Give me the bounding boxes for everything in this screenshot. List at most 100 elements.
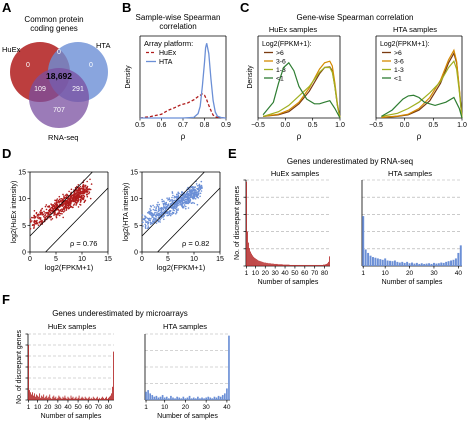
bar [85,397,87,400]
bar [105,397,106,400]
d-scatter-point [72,196,75,198]
d-scatter-point [193,191,195,194]
d-scatter-point [184,195,186,197]
d-scatter-point [33,227,35,229]
d-scatter-point [68,207,70,209]
d-scatter-point [29,228,32,230]
bar [81,396,83,400]
x-tick-label: 0.0 [280,122,290,129]
bar [151,395,154,400]
d-scatter-point [71,194,74,196]
d-scatter-point [79,188,81,191]
bar [369,255,372,266]
b-legend-label-hta: HTA [159,59,173,66]
bar [376,258,379,266]
bar [88,396,90,400]
bar [306,264,308,266]
d-scatter-point [158,207,160,209]
d-scatter-point [161,209,163,212]
d-scatter-point [63,210,66,212]
d-scatter-point [172,209,174,211]
d-scatter-point [65,202,67,205]
d-scatter-point [35,222,37,225]
x-tick-label: 1.0 [457,122,467,129]
bar [250,251,251,266]
venn-title-line1: Common protein [24,15,83,24]
d-scatter-point [66,193,68,196]
f-huex-plot-area: 1 10 20 30 40 50 60 70 80 No. of discrepant genes… [16,330,114,420]
x-axis-label: Number of samples [382,279,443,286]
d-scatter-point [88,191,91,193]
bar [57,397,59,400]
d-scatter-point [200,180,203,183]
d-scatter-point [84,199,87,202]
d-scatter-point [83,195,86,198]
e-title: Genes underestimated by RNA-seq [287,157,413,166]
d-scatter-point [32,223,34,226]
d-scatter-point [158,213,161,215]
bar [38,396,40,400]
d-scatter-point [156,211,158,214]
y-tick-label: 5 [22,223,26,230]
d-scatter-point [192,186,195,188]
d-scatter-point [64,194,67,196]
bar [86,398,88,400]
d-scatter-point [148,217,151,220]
bar [93,397,95,400]
d-scatter-point [200,190,203,192]
d-scatter-point [187,202,190,205]
d-scatter-point [34,219,36,222]
bar [425,263,428,266]
bar [190,398,193,400]
d-scatter-point [193,202,196,205]
d-scatter-point [166,214,168,217]
d-scatter-point [190,202,193,204]
bar [288,264,290,266]
d-scatter-point [166,204,169,207]
bar [73,398,75,400]
bar [207,396,210,400]
bar [289,264,291,266]
bar [381,259,384,266]
d-scatter-point [87,190,89,192]
bar [110,395,111,400]
d-scatter-point [181,200,184,203]
d-scatter-point [89,178,91,181]
bar [101,396,103,400]
d-scatter-point [173,197,175,199]
d-scatter-point [61,210,64,212]
d-scatter-point [181,191,183,193]
d-scatter-point [200,184,203,187]
d-scatter-point [58,198,61,201]
d-scatter-point [36,214,39,216]
d-scatter-point [144,226,147,228]
c-legend-label: <1 [394,76,402,83]
bar [165,396,168,400]
d-scatter-point [78,192,81,195]
bar [437,263,440,266]
d-scatter-point [191,193,193,196]
x-tick-label: 15 [104,256,112,263]
d-scatter-point [171,191,174,193]
d-scatter-point [142,225,144,227]
bar [112,386,113,400]
d-scatter-point [84,186,87,188]
d-scatter-point [163,218,165,221]
d-scatter-point [48,209,50,212]
bar [58,395,60,400]
d-scatter-point [73,194,75,196]
d-scatter-point [51,206,54,208]
f-title: Genes underestimated by microarrays [52,309,188,318]
d-scatter-points [141,180,203,229]
panel-a: A Common protein coding genes HuEx HTA R… [2,0,110,142]
d-scatter-point [186,194,189,196]
bar [263,262,265,266]
d-scatter-point [155,207,157,210]
bar [91,398,93,400]
d-scatter-point [142,221,144,224]
d-scatter-point [41,219,43,222]
bar [267,263,269,266]
d-scatter-point [146,221,148,223]
bar [302,264,304,266]
bar [113,351,114,400]
